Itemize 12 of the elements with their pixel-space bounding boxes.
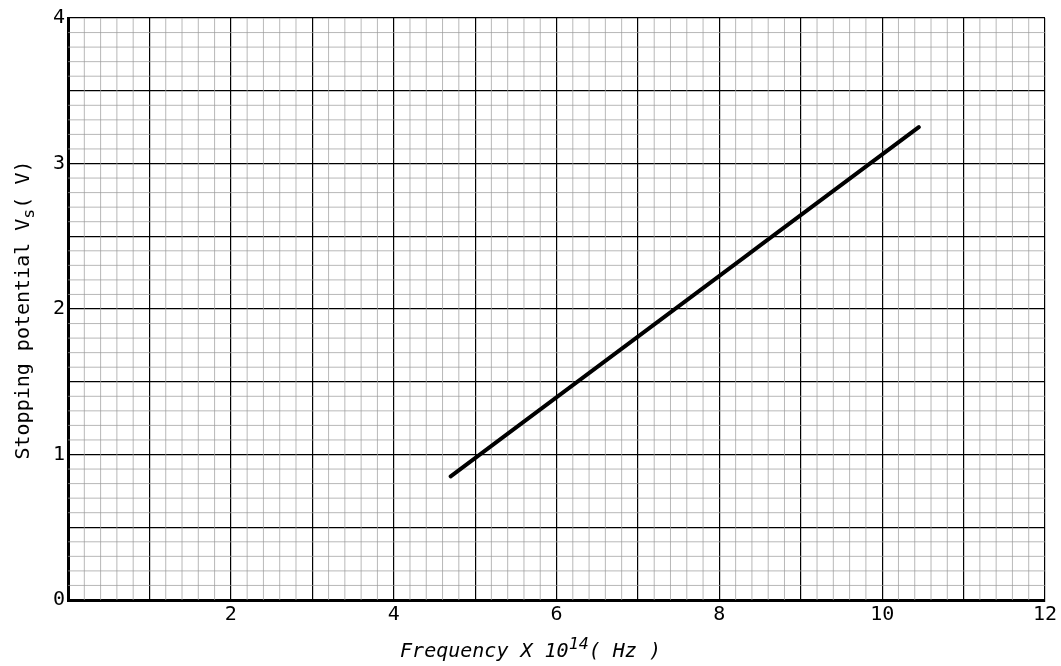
y-tick-label: 0 <box>52 586 66 611</box>
y-tick-label: 1 <box>52 440 66 465</box>
x-tick-label: 2 <box>224 601 237 626</box>
y-tick-label: 3 <box>52 149 66 174</box>
x-tick-label: 10 <box>870 601 895 626</box>
x-tick-label: 6 <box>550 601 563 626</box>
x-tick-label: 4 <box>387 601 400 626</box>
y-tick-label: 2 <box>52 295 66 320</box>
x-tick-label: 12 <box>1032 601 1058 626</box>
x-axis-title: Frequency X 10$^{14}$( Hz ) <box>399 634 662 662</box>
y-tick-label: 4 <box>52 4 66 29</box>
x-tick-label: 8 <box>713 601 726 626</box>
